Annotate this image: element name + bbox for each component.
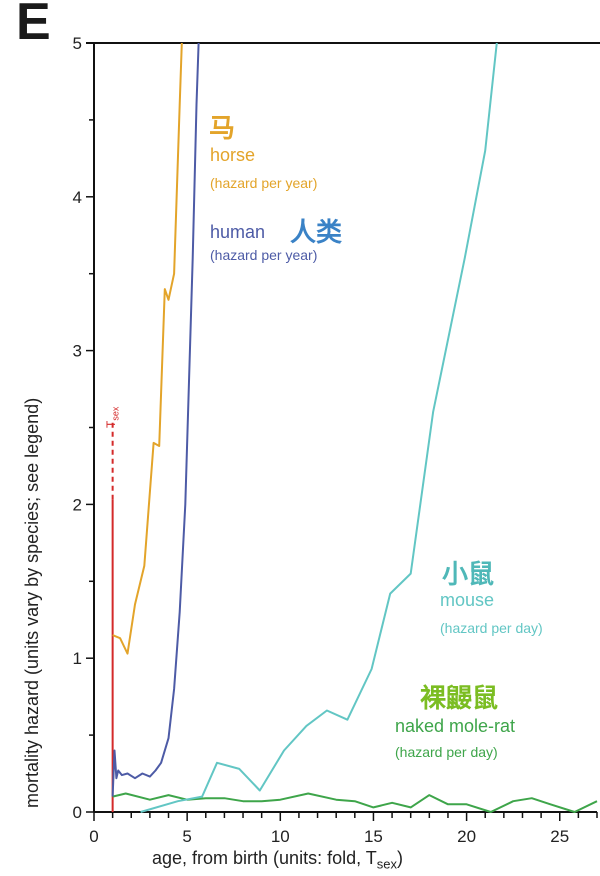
legend-mouse-units: (hazard per day) bbox=[440, 620, 543, 636]
x-tick-label: 15 bbox=[364, 827, 383, 846]
x-axis-label-sub: sex bbox=[376, 856, 397, 872]
legend-horse-cn: 马 bbox=[209, 114, 236, 144]
x-axis-label-end: ) bbox=[397, 848, 403, 868]
legend-horse-name: horse bbox=[210, 145, 256, 165]
y-axis-label: mortality hazard (units vary by species;… bbox=[22, 397, 42, 808]
series-line-naked-mole-rat bbox=[112, 792, 598, 813]
y-tick-label: 1 bbox=[73, 649, 82, 668]
y-tick-label: 0 bbox=[73, 803, 82, 822]
y-tick-label: 2 bbox=[73, 495, 82, 514]
y-tick-label: 3 bbox=[73, 342, 82, 361]
legend-nmr-units: (hazard per day) bbox=[395, 744, 498, 760]
x-axis-label-main: age, from birth (units: fold, T bbox=[152, 848, 377, 868]
legend-nmr-name: naked mole-rat bbox=[395, 716, 516, 736]
legend-human-cn: 人类 bbox=[290, 218, 343, 248]
y-tick-label: 4 bbox=[73, 188, 82, 207]
legend-mouse-cn: 小鼠 bbox=[442, 560, 495, 590]
panel-label: E bbox=[16, 0, 51, 51]
legend-mouse-name: mouse bbox=[440, 590, 495, 610]
tsex-label-main: T bbox=[104, 420, 118, 428]
x-tick-label: 20 bbox=[457, 827, 476, 846]
legend-nmr-cn: 裸鼹鼠 bbox=[420, 684, 499, 714]
series-line-human bbox=[111, 43, 200, 797]
x-tick-label: 5 bbox=[182, 827, 191, 846]
x-tick-label: 25 bbox=[550, 827, 569, 846]
series-line-horse bbox=[112, 43, 183, 655]
tsex-label: Tsex bbox=[104, 407, 120, 428]
y-tick-label: 5 bbox=[73, 34, 82, 53]
x-axis-label: age, from birth (units: fold, Tsex) bbox=[152, 848, 403, 872]
legend-human-name: human bbox=[210, 222, 266, 242]
x-tick-label: 10 bbox=[271, 827, 290, 846]
series-line-mouse bbox=[140, 43, 498, 813]
x-tick-label: 0 bbox=[89, 827, 98, 846]
tsex-label-sub: sex bbox=[110, 406, 121, 421]
legend-human-units: (hazard per year) bbox=[210, 247, 318, 263]
legend-horse-units: (hazard per year) bbox=[210, 175, 318, 191]
